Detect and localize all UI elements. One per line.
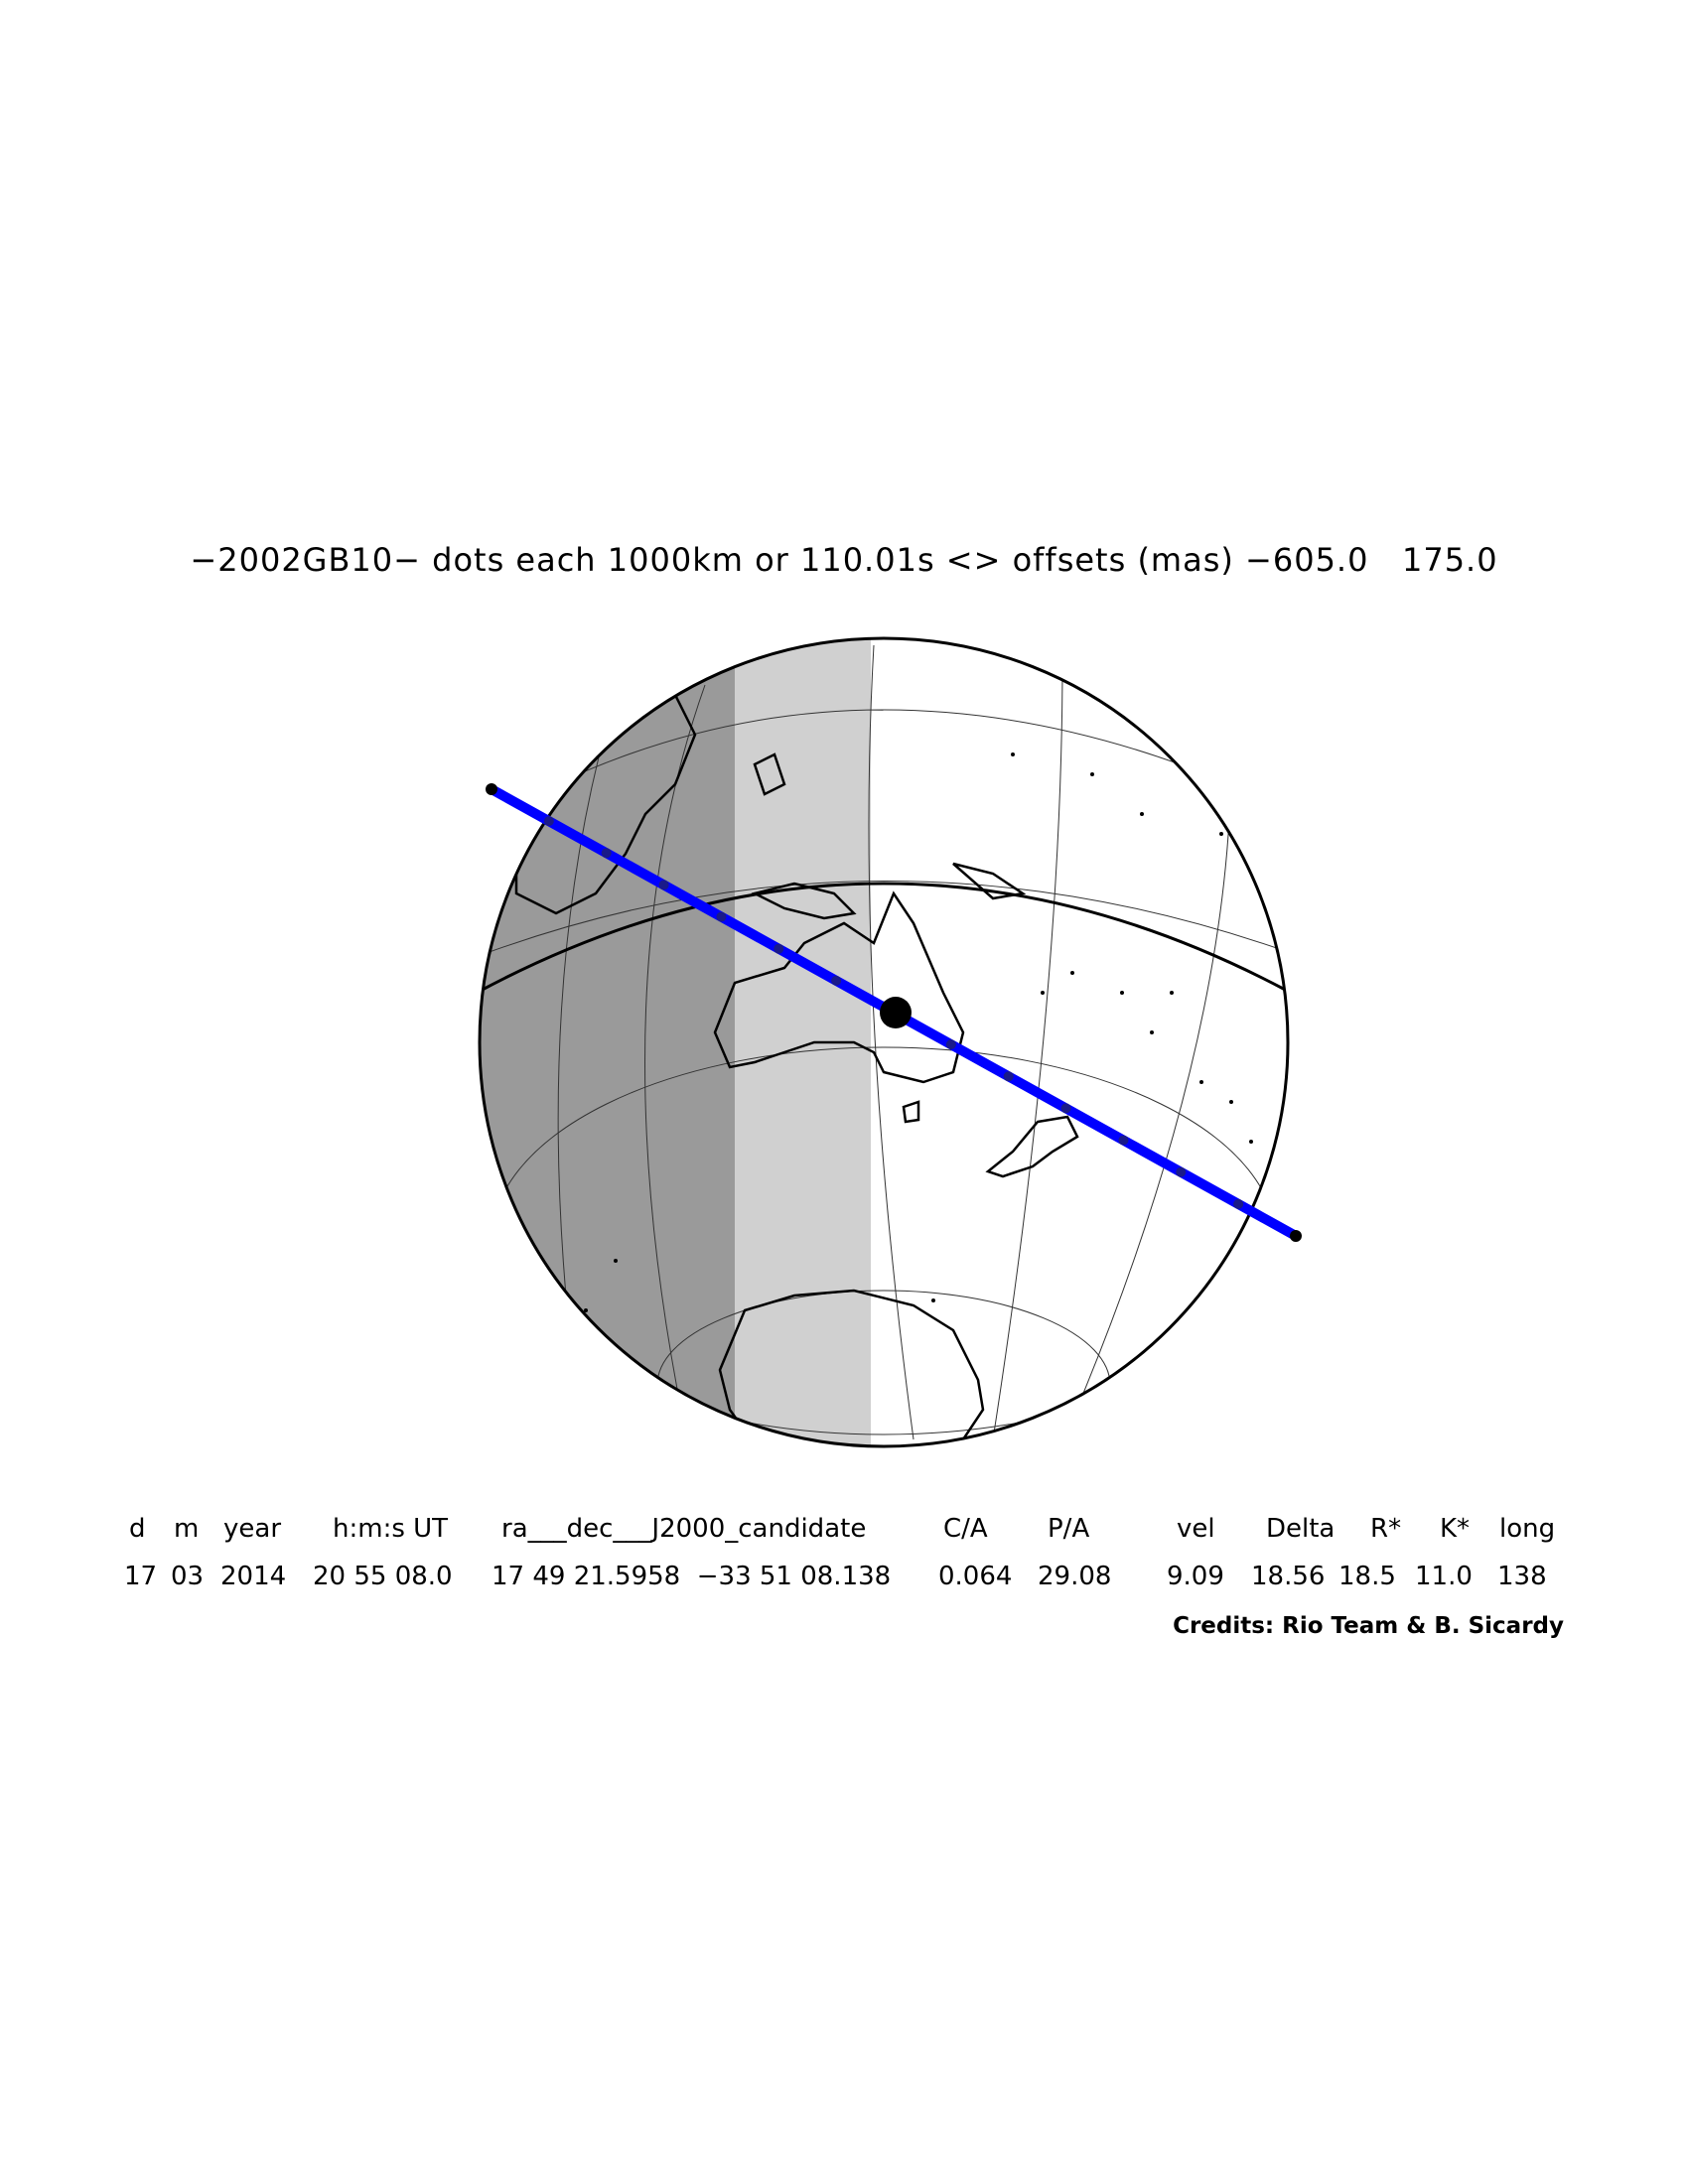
path-dots [486,783,1302,1242]
path-dot [1118,1135,1129,1146]
value-year: 2014 [220,1562,287,1591]
equator-line [480,882,1288,995]
night-region [480,638,735,1446]
value-ca: 0.064 [938,1562,1013,1591]
globe-outline [478,636,1290,1448]
path-dot [543,816,554,827]
value-kstar: 11.0 [1415,1562,1473,1591]
path-dot [1290,1230,1302,1242]
col-header-time: h:m:s UT [333,1514,449,1544]
path-dot [945,1039,956,1050]
col-header-radec: ra___dec___J2000_candidate [501,1514,867,1544]
value-m: 03 [171,1562,205,1591]
col-header-d: d [129,1514,146,1544]
value-vel: 9.09 [1167,1562,1224,1591]
path-dot [831,975,842,986]
path-dot [658,880,669,890]
new-zealand-outline [985,1115,1079,1178]
col-header-kstar: K* [1440,1514,1471,1544]
map-title: −2002GB10− dots each 1000km or 110.01s <… [190,541,1498,579]
path-dot [1233,1198,1244,1209]
credits: Credits: Rio Team & B. Sicardy [1173,1613,1564,1639]
col-header-vel: vel [1177,1514,1215,1544]
col-header-delta: Delta [1266,1514,1336,1544]
value-pa: 29.08 [1038,1562,1112,1591]
col-header-ca: C/A [943,1514,988,1544]
path-dot [1003,1071,1014,1082]
col-header-m: m [174,1514,200,1544]
col-header-long: long [1499,1514,1556,1544]
sub-point-marker [880,997,912,1028]
value-radec: 17 49 21.5958 −33 51 08.138 [492,1562,892,1591]
col-header-year: year [223,1514,282,1544]
path-dot [716,911,727,922]
value-long: 138 [1497,1562,1547,1591]
islands-outline [751,752,1027,920]
small-islands [584,752,1253,1312]
value-time: 20 55 08.0 [313,1562,453,1591]
col-header-rstar: R* [1370,1514,1402,1544]
path-dot [486,783,497,795]
value-rstar: 18.5 [1338,1562,1396,1591]
value-delta: 18.56 [1251,1562,1326,1591]
path-dot [601,848,612,859]
path-dot [1060,1103,1071,1114]
col-header-pa: P/A [1048,1514,1090,1544]
path-dot [774,943,784,954]
path-dot [1176,1166,1187,1177]
value-d: 17 [124,1562,158,1591]
tasmania-outline [902,1100,920,1124]
